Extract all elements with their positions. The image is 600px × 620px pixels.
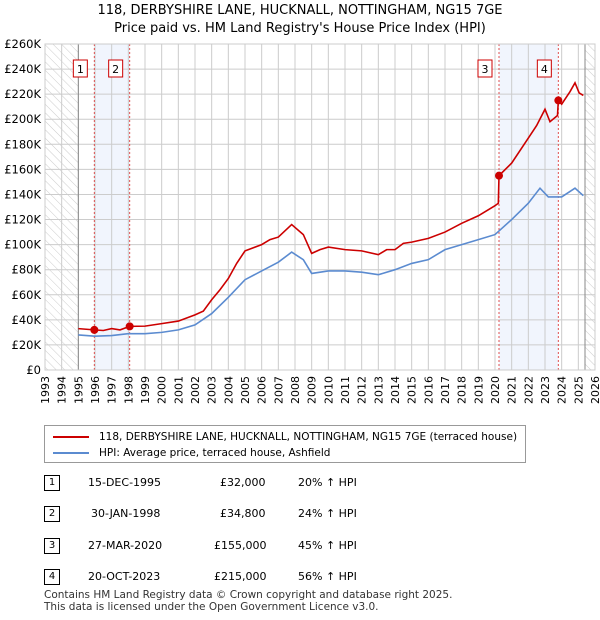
- x-tick-label: 2003: [206, 376, 219, 404]
- sale-point: [125, 322, 134, 331]
- x-tick-label: 2021: [506, 376, 519, 404]
- sale-hpi: 45% ↑ HPI: [298, 539, 357, 552]
- x-tick-label: 2018: [456, 376, 469, 404]
- sale-price: £155,000: [214, 539, 267, 552]
- x-tick-label: 1995: [72, 376, 85, 404]
- x-tick-label: 2020: [489, 376, 502, 404]
- x-tick-label: 1993: [39, 376, 52, 404]
- x-tick-label: 2024: [556, 376, 569, 404]
- sale-number: 4: [44, 569, 60, 585]
- sale-price: £215,000: [214, 570, 267, 583]
- x-tick-label: 2008: [289, 376, 302, 404]
- x-tick-label: 2014: [389, 376, 402, 404]
- y-tick-label: £0: [26, 363, 41, 377]
- table-row: 4 20-OCT-2023 £215,000 56% ↑ HPI: [44, 566, 444, 586]
- x-tick-label: 2004: [222, 376, 235, 404]
- property-price-line: [78, 81, 584, 332]
- sale-point: [90, 325, 99, 334]
- legend-label: HPI: Average price, terraced house, Ashf…: [99, 447, 331, 459]
- x-tick-label: 1996: [89, 376, 102, 404]
- sale-label-box: [72, 59, 88, 78]
- y-tick-label: £20K: [12, 338, 42, 352]
- x-tick-label: 2013: [372, 376, 385, 404]
- table-row: 1 15-DEC-1995 £32,000 20% ↑ HPI: [44, 472, 444, 492]
- y-tick-label: £200K: [4, 112, 41, 126]
- footer: Contains HM Land Registry data © Crown c…: [44, 589, 452, 613]
- table-row: 3 27-MAR-2020 £155,000 45% ↑ HPI: [44, 535, 444, 555]
- sale-label: 4: [541, 63, 548, 76]
- sale-hpi: 56% ↑ HPI: [298, 570, 357, 583]
- x-tick-label: 2006: [256, 376, 269, 404]
- sale-point: [495, 171, 503, 180]
- sale-hpi: 24% ↑ HPI: [298, 507, 357, 520]
- y-tick-label: £40K: [12, 313, 42, 327]
- table-row: 2 30-JAN-1998 £34,800 24% ↑ HPI: [44, 503, 444, 523]
- y-tick-label: £240K: [4, 62, 41, 76]
- x-tick-label: 1994: [56, 376, 69, 404]
- x-tick-label: 2012: [356, 376, 369, 404]
- y-tick-label: £220K: [4, 87, 41, 101]
- legend: 118, DERBYSHIRE LANE, HUCKNALL, NOTTINGH…: [44, 425, 526, 463]
- x-tick-label: 2001: [172, 376, 185, 404]
- x-tick-label: 2016: [422, 376, 435, 404]
- sale-label: 1: [77, 63, 84, 76]
- y-tick-label: £160K: [4, 162, 41, 176]
- x-tick-label: 2022: [522, 376, 535, 404]
- sale-date: 20-OCT-2023: [88, 570, 161, 583]
- legend-item-hpi: HPI: Average price, terraced house, Ashf…: [53, 447, 330, 459]
- sale-number: 2: [44, 506, 60, 522]
- sale-label: 3: [482, 63, 489, 76]
- x-tick-label: 2019: [472, 376, 485, 404]
- y-tick-label: £60K: [12, 288, 42, 302]
- x-tick-label: 2015: [406, 376, 419, 404]
- sale-price: £34,800: [220, 507, 266, 520]
- legend-item-property: 118, DERBYSHIRE LANE, HUCKNALL, NOTTINGH…: [53, 431, 517, 443]
- legend-label: 118, DERBYSHIRE LANE, HUCKNALL, NOTTINGH…: [99, 431, 518, 443]
- hatched-region-after: [585, 44, 595, 370]
- y-tick-label: £260K: [4, 37, 41, 51]
- x-tick-label: 1997: [106, 376, 119, 404]
- sale-label-box: [536, 59, 552, 78]
- x-tick-label: 2011: [339, 376, 352, 404]
- y-tick-label: £120K: [4, 213, 41, 227]
- x-tick-label: 2007: [272, 376, 285, 404]
- sale-number: 3: [44, 538, 60, 554]
- sale-label-box: [108, 59, 124, 78]
- title-line-1: 118, DERBYSHIRE LANE, HUCKNALL, NOTTINGH…: [97, 3, 503, 18]
- x-tick-label: 2009: [306, 376, 319, 404]
- sale-price: £32,000: [220, 476, 266, 489]
- x-tick-label: 2002: [189, 376, 202, 404]
- y-tick-label: £100K: [4, 238, 41, 252]
- x-tick-label: 2025: [572, 376, 585, 404]
- sale-point: [554, 96, 563, 105]
- sale-label: 2: [112, 63, 119, 76]
- sale-hpi: 20% ↑ HPI: [298, 476, 357, 489]
- plot-border: [44, 43, 596, 371]
- x-tick-label: 2000: [156, 376, 169, 404]
- footer-line-1: Contains HM Land Registry data © Crown c…: [44, 589, 453, 601]
- sale-date: 15-DEC-1995: [88, 476, 162, 489]
- x-tick-label: 2023: [539, 376, 552, 404]
- footer-line-2: This data is licensed under the Open Gov…: [44, 601, 379, 613]
- sale-number: 1: [44, 475, 60, 491]
- legend-swatch-red: [53, 436, 89, 438]
- y-tick-label: £140K: [4, 187, 41, 201]
- legend-swatch-blue: [53, 452, 89, 454]
- sale-date: 30-JAN-1998: [91, 507, 161, 520]
- x-tick-label: 1999: [139, 376, 152, 404]
- sale-label-box: [477, 59, 493, 78]
- sale-date: 27-MAR-2020: [88, 539, 163, 552]
- y-tick-label: £80K: [12, 263, 42, 277]
- x-tick-label: 2005: [239, 376, 252, 404]
- hpi-line: [78, 186, 584, 337]
- x-tick-label: 2017: [439, 376, 452, 404]
- title-line-2: Price paid vs. HM Land Registry's House …: [114, 21, 486, 36]
- x-tick-label: 1998: [122, 376, 135, 404]
- price-chart: 1993 1994 1995 1996 1997 1998 1999 2000 2001 2002…: [4, 37, 600, 404]
- chart-title: 118, DERBYSHIRE LANE, HUCKNALL, NOTTINGH…: [0, 2, 600, 38]
- x-tick-label: 2010: [322, 376, 335, 404]
- x-tick-label: 2026: [589, 376, 600, 404]
- y-tick-label: £180K: [4, 137, 41, 151]
